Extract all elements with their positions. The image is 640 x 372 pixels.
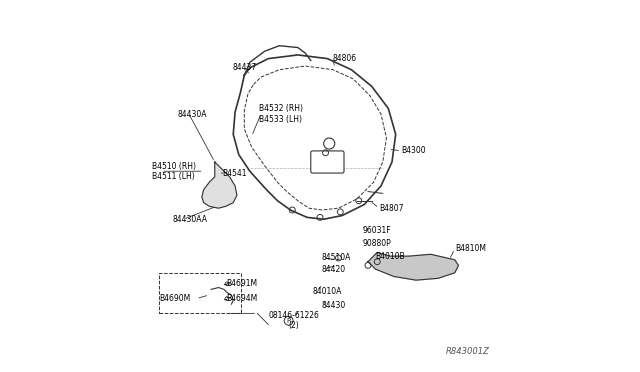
Text: 90880P: 90880P (362, 239, 391, 248)
Text: B4810M: B4810M (455, 244, 486, 253)
Text: 84437: 84437 (232, 63, 257, 72)
Polygon shape (368, 253, 458, 280)
Text: B4010B: B4010B (376, 251, 405, 261)
Text: B4510 (RH)
B4511 (LH): B4510 (RH) B4511 (LH) (152, 161, 196, 181)
Text: R: R (286, 318, 291, 324)
Text: 96031F: 96031F (362, 226, 391, 235)
Text: 84420: 84420 (322, 264, 346, 273)
Text: 08146-61226
(2): 08146-61226 (2) (269, 311, 319, 330)
Text: B4807: B4807 (379, 203, 404, 213)
Text: 84430AA: 84430AA (172, 215, 207, 224)
Text: B4541: B4541 (222, 169, 246, 177)
Polygon shape (202, 162, 237, 208)
Text: 84010A: 84010A (312, 287, 342, 296)
Text: 84430A: 84430A (178, 109, 207, 119)
Text: R843001Z: R843001Z (446, 347, 490, 356)
Text: B4691M: B4691M (226, 279, 257, 288)
Text: B4532 (RH)
B4533 (LH): B4532 (RH) B4533 (LH) (259, 104, 303, 124)
Text: 84510A: 84510A (322, 253, 351, 263)
Text: B4300: B4300 (401, 147, 426, 155)
Text: 84430: 84430 (322, 301, 346, 311)
FancyBboxPatch shape (311, 151, 344, 173)
Text: B4694M: B4694M (226, 294, 257, 303)
Text: 84806: 84806 (333, 54, 357, 63)
Text: B4690M: B4690M (159, 294, 191, 303)
